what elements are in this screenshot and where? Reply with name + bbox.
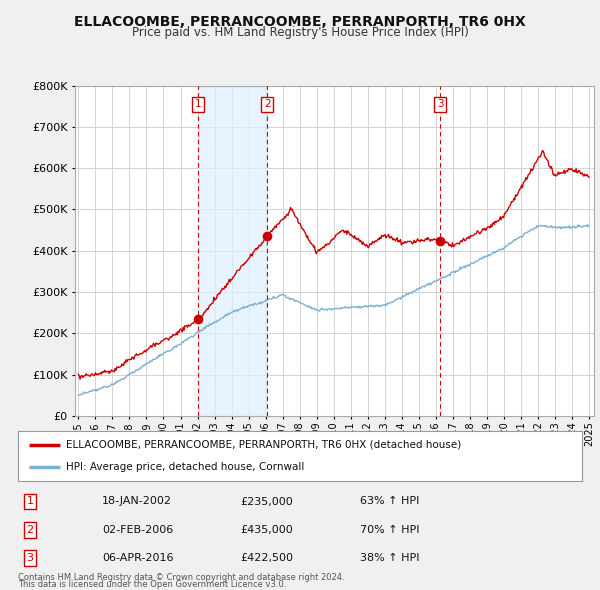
Text: HPI: Average price, detached house, Cornwall: HPI: Average price, detached house, Corn… [66, 462, 304, 472]
Text: 1: 1 [26, 497, 34, 506]
Bar [199, 86, 267, 416]
Text: 3: 3 [26, 553, 34, 563]
Text: 1: 1 [195, 99, 202, 109]
Text: 38% ↑ HPI: 38% ↑ HPI [360, 553, 419, 563]
Text: 2: 2 [264, 99, 271, 109]
Text: ELLACOOMBE, PERRANCOOMBE, PERRANPORTH, TR6 0HX: ELLACOOMBE, PERRANCOOMBE, PERRANPORTH, T… [74, 15, 526, 29]
Text: £422,500: £422,500 [240, 553, 293, 563]
Text: 2: 2 [26, 525, 34, 535]
Text: 06-APR-2016: 06-APR-2016 [102, 553, 173, 563]
Text: 63% ↑ HPI: 63% ↑ HPI [360, 497, 419, 506]
Text: 70% ↑ HPI: 70% ↑ HPI [360, 525, 419, 535]
Text: Contains HM Land Registry data © Crown copyright and database right 2024.: Contains HM Land Registry data © Crown c… [18, 573, 344, 582]
Text: Price paid vs. HM Land Registry's House Price Index (HPI): Price paid vs. HM Land Registry's House … [131, 26, 469, 39]
Text: £435,000: £435,000 [240, 525, 293, 535]
Text: ELLACOOMBE, PERRANCOOMBE, PERRANPORTH, TR6 0HX (detached house): ELLACOOMBE, PERRANCOOMBE, PERRANPORTH, T… [66, 440, 461, 450]
Text: This data is licensed under the Open Government Licence v3.0.: This data is licensed under the Open Gov… [18, 580, 286, 589]
Text: 18-JAN-2002: 18-JAN-2002 [102, 497, 172, 506]
Text: 02-FEB-2006: 02-FEB-2006 [102, 525, 173, 535]
Text: £235,000: £235,000 [240, 497, 293, 506]
Text: 3: 3 [437, 99, 443, 109]
